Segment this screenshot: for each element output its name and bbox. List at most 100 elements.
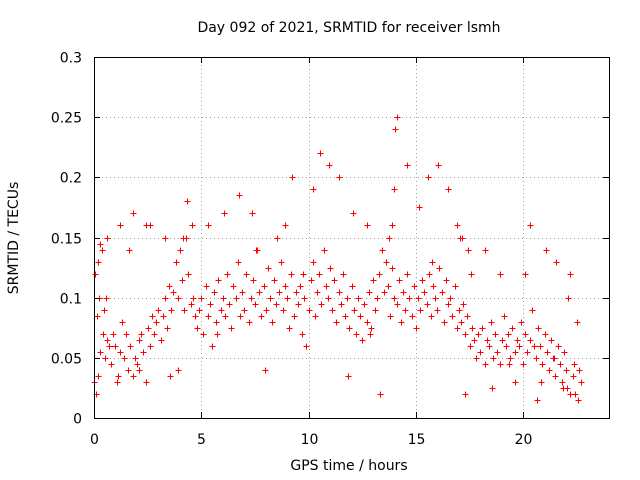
data-point: [400, 289, 407, 296]
data-point: [175, 367, 182, 374]
data-point: [329, 307, 336, 314]
data-point: [462, 391, 469, 398]
data-point: [561, 349, 568, 356]
data-point: [479, 325, 486, 332]
data-point: [325, 295, 332, 302]
data-point: [574, 319, 581, 326]
data-point: [391, 186, 398, 193]
data-point: [578, 379, 585, 386]
data-point: [194, 325, 201, 332]
data-point: [158, 337, 165, 344]
data-point: [489, 385, 496, 392]
data-point: [130, 210, 137, 217]
data-point: [527, 337, 534, 344]
data-point: [501, 313, 508, 320]
data-point: [497, 271, 504, 278]
data-point: [445, 186, 452, 193]
y-tick-label: 0: [73, 412, 82, 428]
data-point: [164, 325, 171, 332]
data-point: [499, 337, 506, 344]
data-point: [465, 247, 472, 254]
y-tick-label: 0.25: [51, 111, 82, 127]
data-point: [467, 343, 474, 350]
plot-frame: [94, 57, 610, 419]
data-point: [249, 210, 256, 217]
data-point: [389, 265, 396, 272]
data-point: [215, 277, 222, 284]
data-point: [282, 283, 289, 290]
data-point: [394, 301, 401, 308]
data-point: [237, 313, 244, 320]
data-point: [552, 373, 559, 380]
data-point: [555, 343, 562, 350]
y-axis-label: SRMTID / TECUs: [6, 182, 22, 295]
data-point: [471, 337, 478, 344]
data-point: [402, 307, 409, 314]
data-point: [336, 174, 343, 181]
data-point: [261, 283, 268, 290]
data-point: [538, 379, 545, 386]
data-point: [546, 367, 553, 374]
data-point: [273, 301, 280, 308]
data-point: [421, 289, 428, 296]
data-point: [331, 277, 338, 284]
data-point: [460, 301, 467, 308]
data-point: [119, 319, 126, 326]
data-point: [114, 379, 121, 386]
data-point: [179, 277, 186, 284]
data-point: [269, 319, 276, 326]
data-point: [503, 343, 510, 350]
data-point: [509, 325, 516, 332]
data-point: [132, 355, 139, 362]
data-point: [494, 349, 501, 356]
data-point: [522, 271, 529, 278]
data-point: [104, 337, 111, 344]
x-axis-label: GPS time / hours: [290, 458, 407, 474]
data-point: [458, 319, 465, 326]
data-point: [404, 162, 411, 169]
data-point: [145, 325, 152, 332]
data-point: [203, 283, 210, 290]
data-point: [346, 325, 353, 332]
data-point: [235, 259, 242, 266]
data-point: [539, 361, 546, 368]
data-point: [211, 289, 218, 296]
data-point: [295, 301, 302, 308]
data-point: [432, 295, 439, 302]
data-point: [379, 247, 386, 254]
data-point: [162, 235, 169, 242]
data-point: [434, 307, 441, 314]
data-point: [484, 337, 491, 344]
data-point: [424, 301, 431, 308]
data-point: [435, 162, 442, 169]
data-point: [497, 361, 504, 368]
data-point: [544, 349, 551, 356]
data-point: [200, 331, 207, 338]
data-point: [430, 283, 437, 290]
data-point: [265, 265, 272, 272]
data-point: [473, 355, 480, 362]
data-point: [162, 295, 169, 302]
data-point: [527, 222, 534, 229]
data-point: [94, 313, 101, 320]
data-point: [155, 307, 162, 314]
data-point: [533, 355, 540, 362]
data-point: [100, 331, 107, 338]
data-point: [303, 343, 310, 350]
data-point: [218, 307, 225, 314]
data-point: [452, 283, 459, 290]
data-point: [134, 361, 141, 368]
data-point: [553, 259, 560, 266]
data-point: [175, 295, 182, 302]
data-point: [112, 343, 119, 350]
data-point: [126, 247, 133, 254]
data-point: [102, 355, 109, 362]
data-point: [224, 271, 231, 278]
x-tick-label: 20: [515, 432, 533, 448]
data-point: [529, 307, 536, 314]
data-point: [271, 277, 278, 284]
data-point: [548, 337, 555, 344]
data-point: [184, 198, 191, 205]
data-point: [220, 295, 227, 302]
